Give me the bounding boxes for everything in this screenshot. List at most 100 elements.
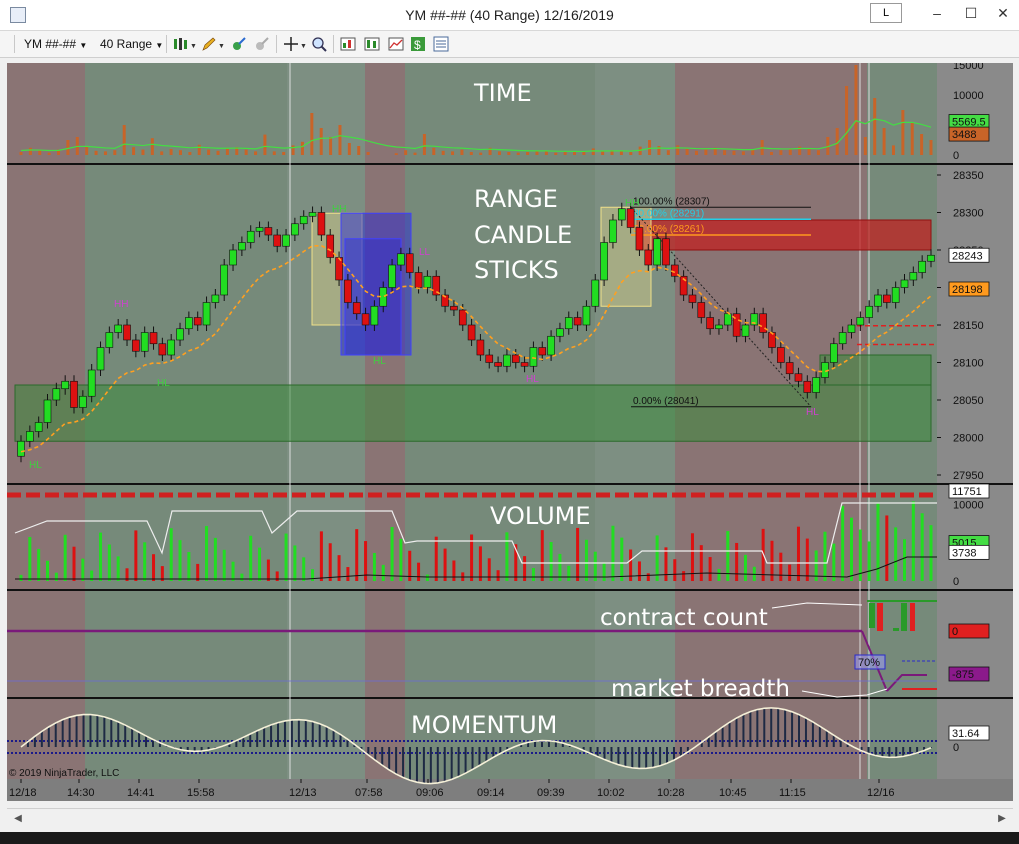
volume-bar: [152, 554, 156, 581]
time-bar: [835, 128, 839, 155]
volume-bar: [717, 568, 721, 581]
candle: [874, 294, 882, 307]
time-bar: [338, 125, 342, 155]
volume-bar: [487, 558, 491, 581]
candle: [344, 279, 352, 303]
chart-svg[interactable]: 100.00% (28307)80.00% (28291) 50.00% (282…: [7, 60, 1013, 801]
scroll-left-icon[interactable]: ◀: [14, 813, 22, 824]
swing-label: LL: [419, 247, 431, 258]
chart-area[interactable]: 100.00% (28307) 80.00% (28291) 50.00% (282…: [7, 60, 1013, 801]
volume-bar: [72, 546, 76, 581]
x-axis-label: 14:41: [127, 787, 155, 799]
volume-bar: [637, 561, 641, 581]
range-box-blue-inner: [344, 238, 402, 356]
time-bar: [404, 150, 408, 155]
fib-80-label: 80.00% (28291): [633, 208, 704, 219]
candle: [238, 242, 246, 251]
candle: [564, 317, 573, 330]
horizontal-scrollbar[interactable]: ◀ ▶: [7, 808, 1013, 831]
chart-toolbar: YM ##-## ▼ 40 Range ▼ ▼ ▼ ▼ $: [0, 31, 1019, 58]
swing-label: HL: [29, 460, 42, 471]
x-axis-label: 11:15: [779, 787, 806, 799]
time-bar: [629, 152, 633, 155]
volume-bar: [408, 550, 412, 581]
volume-bar: [319, 531, 323, 581]
session-zone: [7, 699, 85, 779]
candle: [273, 234, 282, 247]
candle: [653, 238, 661, 266]
candle: [96, 347, 105, 371]
axis-background: [937, 63, 1013, 163]
time-bar: [413, 152, 417, 155]
volume-bar: [708, 557, 712, 581]
volume-bar: [425, 574, 429, 581]
price-tick-label: 27950: [953, 470, 984, 482]
candle: [529, 347, 538, 367]
minimize-button[interactable]: –: [933, 5, 941, 21]
volume-bar: [567, 565, 571, 581]
volume-bar: [602, 563, 606, 581]
momentum-badge-bg: [948, 725, 990, 741]
candle: [264, 227, 273, 236]
candle: [405, 253, 414, 273]
candle: [865, 305, 873, 318]
volume-bar: [531, 568, 535, 581]
data-box-icon[interactable]: [433, 36, 449, 52]
ema-price-badge-bg: [948, 281, 990, 297]
strategy-icon[interactable]: [231, 36, 247, 52]
time-bar: [648, 140, 652, 155]
bar-type-icon[interactable]: ▼: [172, 36, 196, 52]
time-bar: [432, 147, 436, 155]
chart-properties-icon[interactable]: [388, 36, 404, 52]
swing-label: HH: [625, 198, 639, 209]
time-bar: [507, 152, 511, 155]
volume-bar: [655, 535, 659, 581]
time-bar: [347, 143, 351, 155]
momentum-badge: 31.64: [952, 728, 980, 740]
maximize-button[interactable]: ☐: [964, 5, 978, 21]
close-button[interactable]: ✕: [997, 5, 1009, 21]
candle: [750, 313, 759, 326]
svg-text:▼: ▼: [300, 43, 307, 50]
chart-style-icon[interactable]: [364, 36, 380, 52]
instrument-selector[interactable]: YM ##-## ▼: [24, 36, 87, 52]
session-zone: [675, 63, 867, 163]
toolbar-grip: [14, 35, 15, 53]
pencil-icon[interactable]: ▼: [201, 36, 225, 52]
fib-trend-line: [630, 206, 812, 408]
session-zone: [675, 591, 867, 697]
momentum-tick-label: 0: [953, 742, 959, 754]
candle: [202, 302, 211, 326]
price-tick-label: 28150: [953, 320, 984, 332]
svg-text:▼: ▼: [190, 43, 196, 50]
last-price-badge: 28243: [952, 250, 983, 262]
candle: [282, 234, 290, 247]
time-bar: [526, 152, 530, 155]
candle: [503, 354, 511, 367]
volume-bar: [832, 543, 836, 581]
scroll-right-icon[interactable]: ▶: [998, 813, 1006, 824]
candle: [573, 317, 582, 326]
time-bar: [685, 149, 689, 155]
candle: [777, 347, 785, 363]
crosshair-icon[interactable]: ▼: [283, 36, 307, 52]
session-zone: [7, 591, 85, 697]
volume-bar: [867, 541, 871, 581]
time-bar: [901, 110, 905, 155]
window-title: YM ##-## (40 Range) 12/16/2019: [405, 7, 614, 23]
interval-selector[interactable]: 40 Range ▼: [100, 36, 163, 52]
link-button[interactable]: L: [870, 3, 902, 23]
candle: [883, 294, 891, 303]
indicator-icon[interactable]: [340, 36, 356, 52]
dollar-icon[interactable]: $: [410, 36, 426, 52]
swing-label: HL: [526, 374, 539, 385]
strategy-disabled-icon[interactable]: [254, 36, 270, 52]
x-axis-label: 12/16: [867, 787, 895, 799]
swing-label: HL: [373, 356, 386, 367]
volume-bar: [673, 559, 677, 581]
time-average-line: [20, 118, 932, 153]
volume-bar: [885, 515, 889, 581]
volume-bar: [169, 528, 173, 581]
time-bar: [610, 150, 614, 155]
zoom-icon[interactable]: [311, 36, 327, 52]
